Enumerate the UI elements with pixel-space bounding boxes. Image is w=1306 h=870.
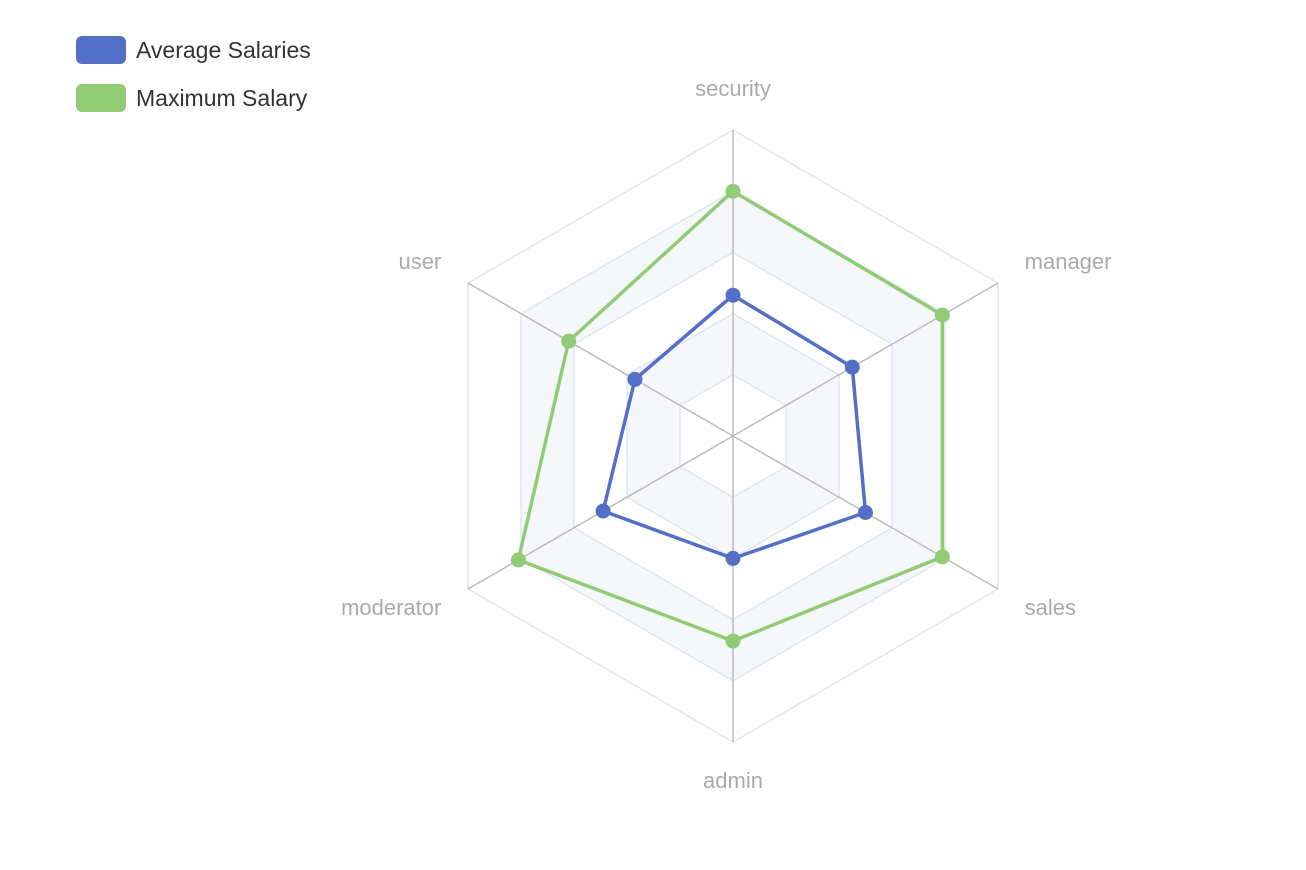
data-point-maximum-salary-manager [934, 307, 950, 323]
legend-item-maximum-salary[interactable]: Maximum Salary [76, 84, 311, 112]
series-maximum-salary [510, 183, 950, 649]
data-point-average-salaries-manager [844, 359, 860, 375]
legend: Average Salaries Maximum Salary [76, 36, 311, 132]
legend-label-maximum-salary: Maximum Salary [136, 85, 308, 111]
legend-swatch-maximum-salary [76, 84, 126, 112]
series-average-salaries [595, 287, 874, 566]
data-point-maximum-salary-user [561, 333, 577, 349]
split-area-2 [626, 313, 840, 559]
axis-line-manager [732, 282, 999, 437]
axis-label-user: user [399, 249, 442, 274]
data-point-average-salaries-sales [858, 505, 874, 520]
axis-line-user [467, 282, 734, 437]
data-point-average-salaries-user [627, 371, 643, 387]
axis-label-sales: sales [1025, 595, 1076, 620]
axis-label-manager: manager [1025, 249, 1112, 274]
data-point-average-salaries-admin [725, 550, 741, 566]
data-point-maximum-salary-security [725, 183, 741, 199]
data-point-maximum-salary-admin [725, 633, 741, 649]
data-point-average-salaries-moderator [595, 503, 611, 519]
series-layer [510, 183, 950, 649]
axis-label-moderator: moderator [341, 595, 441, 620]
data-point-maximum-salary-sales [934, 549, 950, 565]
axis-label-security: security [695, 76, 771, 101]
legend-label-average-salaries: Average Salaries [136, 37, 311, 63]
data-point-average-salaries-security [725, 287, 741, 303]
legend-swatch-average-salaries [76, 36, 126, 64]
legend-item-average-salaries[interactable]: Average Salaries [76, 36, 311, 64]
data-point-maximum-salary-moderator [510, 552, 526, 568]
axis-label-admin: admin [703, 768, 763, 793]
axis-labels: security manager sales admin moderator user [341, 76, 1111, 793]
